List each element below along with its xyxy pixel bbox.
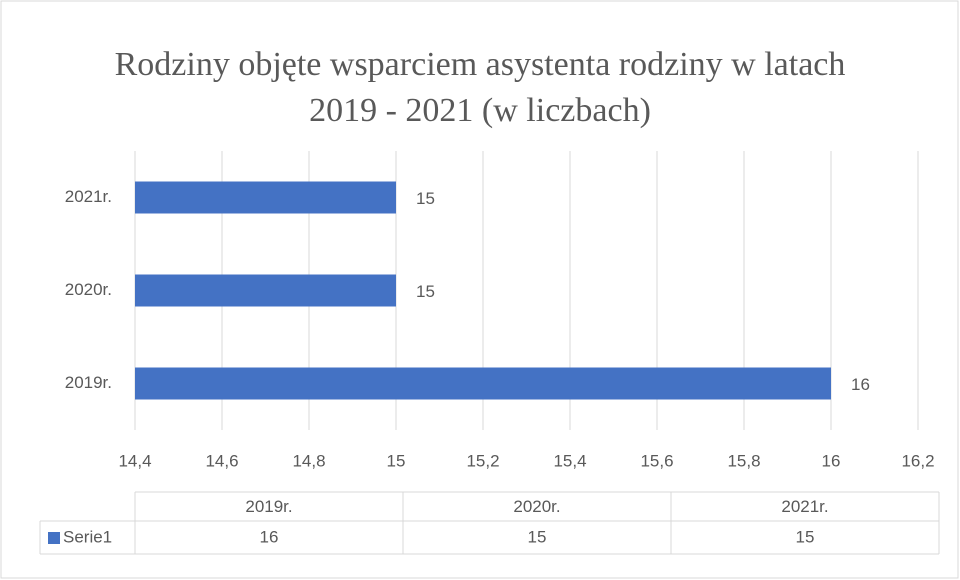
table-header: 2019r.: [245, 497, 292, 516]
table-value: 15: [528, 527, 547, 546]
x-tick-label: 15,4: [553, 451, 586, 470]
y-tick-label: 2021r.: [65, 187, 112, 206]
x-tick-label: 15,8: [727, 451, 760, 470]
y-tick-label: 2019r.: [65, 373, 112, 392]
table-header: 2021r.: [781, 497, 828, 516]
table-value: 15: [796, 527, 815, 546]
x-tick-label: 16: [822, 451, 841, 470]
data-label: 15: [416, 189, 435, 208]
table-header: 2020r.: [513, 497, 560, 516]
chart-title: Rodziny objęte wsparciem asystenta rodzi…: [114, 46, 846, 129]
x-tick-label: 14,8: [292, 451, 325, 470]
bar: [135, 274, 396, 307]
x-tick-label: 15,6: [640, 451, 673, 470]
data-label: 15: [416, 282, 435, 301]
bar: [135, 367, 831, 400]
x-tick-label: 15: [387, 451, 406, 470]
x-tick-label: 14,6: [205, 451, 238, 470]
data-label: 16: [851, 375, 870, 394]
bar: [135, 181, 396, 214]
table-value: 16: [260, 527, 279, 546]
x-tick-label: 14,4: [118, 451, 151, 470]
x-tick-label: 16,2: [901, 451, 934, 470]
legend-label: Serie1: [63, 527, 112, 546]
x-tick-label: 15,2: [466, 451, 499, 470]
y-tick-label: 2020r.: [65, 280, 112, 299]
legend-swatch: [48, 532, 60, 544]
